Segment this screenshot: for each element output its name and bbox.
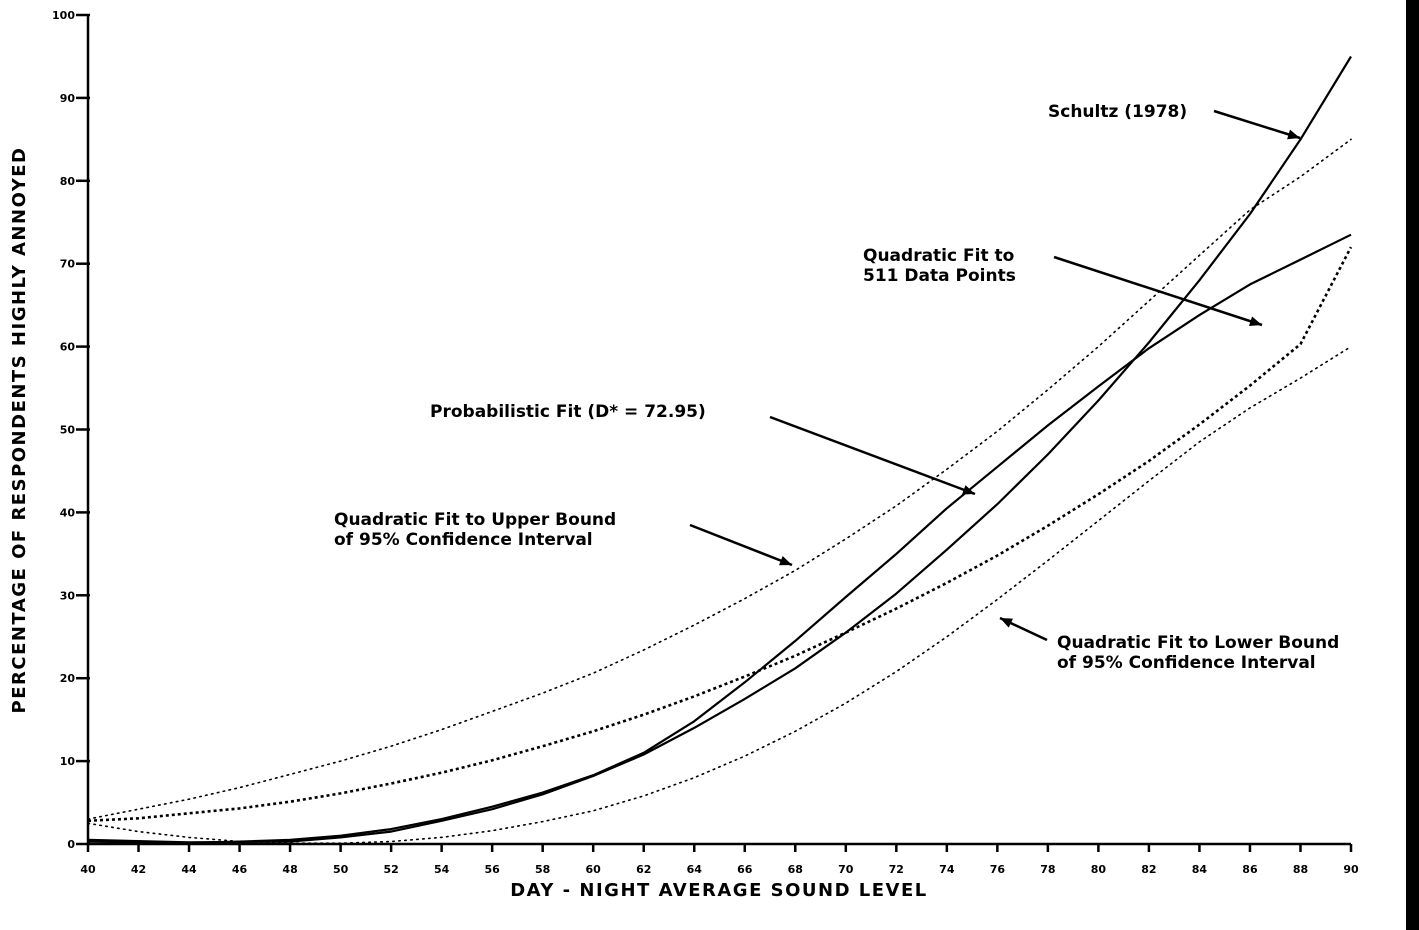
x-tick-label: 88 xyxy=(1293,863,1308,876)
annotation-text: Quadratic Fit to Lower Bound xyxy=(1057,633,1339,653)
x-tick-label: 70 xyxy=(838,863,854,876)
x-tick-label: 66 xyxy=(737,863,753,876)
y-tick-label: 90 xyxy=(60,92,76,105)
x-tick-label: 60 xyxy=(586,863,602,876)
x-tick-label: 86 xyxy=(1242,863,1258,876)
x-tick-label: 52 xyxy=(383,863,398,876)
x-tick-label: 62 xyxy=(636,863,651,876)
y-tick-label: 70 xyxy=(60,258,76,271)
x-tick-label: 84 xyxy=(1192,863,1208,876)
annotation-arrow-line xyxy=(769,415,976,496)
y-tick-label: 10 xyxy=(60,755,76,768)
y-tick-label: 100 xyxy=(52,9,75,22)
y-tick-label: 80 xyxy=(60,175,76,188)
annotation-arrow-head xyxy=(1287,129,1300,140)
scan-edge-bar xyxy=(1406,0,1419,930)
chart-series-layer xyxy=(87,55,1353,845)
annotation-arrow-head xyxy=(1249,316,1262,326)
y-tick-label: 40 xyxy=(60,506,76,519)
x-tick-label: 74 xyxy=(939,863,955,876)
annotation-text: 511 Data Points xyxy=(863,266,1016,286)
series-line-2 xyxy=(87,246,1353,823)
series-line-1 xyxy=(87,55,1352,844)
annotation-1: Schultz (1978) xyxy=(1048,102,1301,140)
x-tick-label: 82 xyxy=(1141,863,1156,876)
x-axis-title: DAY - NIGHT AVERAGE SOUND LEVEL xyxy=(510,880,928,901)
annotation-text: Quadratic Fit to xyxy=(863,246,1014,266)
annotation-text: Probabilistic Fit (D* = 72.95) xyxy=(430,402,706,422)
x-tick-label: 48 xyxy=(282,863,297,876)
annotation-arrow-line xyxy=(689,523,793,567)
y-tick-label: 60 xyxy=(60,341,76,354)
annotation-arrow-line xyxy=(1053,255,1263,327)
x-tick-label: 46 xyxy=(232,863,248,876)
y-tick-label: 30 xyxy=(60,589,76,602)
x-tick-label: 72 xyxy=(889,863,904,876)
x-tick-label: 78 xyxy=(1040,863,1055,876)
y-tick-label: 0 xyxy=(67,838,75,851)
x-tick-label: 80 xyxy=(1091,863,1107,876)
series-line-4 xyxy=(87,138,1352,820)
x-tick-label: 90 xyxy=(1343,863,1359,876)
annotation-arrow-head xyxy=(779,556,792,566)
annotation-3: Probabilistic Fit (D* = 72.95) xyxy=(430,402,976,496)
annotation-arrow-line xyxy=(1213,109,1301,140)
x-tick-label: 68 xyxy=(788,863,803,876)
annotation-text: Schultz (1978) xyxy=(1048,102,1187,122)
annotation-arrow-head xyxy=(962,485,975,495)
y-axis-title: PERCENTAGE OF RESPONDENTS HIGHLY ANNOYED xyxy=(9,147,30,714)
series-line-5 xyxy=(87,345,1352,845)
y-tick-label: 20 xyxy=(60,672,76,685)
chart-axes: 40 42 44 46 48 50 52 54 56 58 60 62 64 66 68 70 72 74 76 78… xyxy=(52,9,1359,876)
x-tick-label: 56 xyxy=(485,863,501,876)
x-tick-label: 64 xyxy=(687,863,703,876)
x-tick-label: 40 xyxy=(80,863,96,876)
y-tick-label: 50 xyxy=(60,424,76,437)
annotation-text: Quadratic Fit to Upper Bound xyxy=(334,510,616,530)
annotation-text: of 95% Confidence Interval xyxy=(1057,653,1316,673)
x-tick-label: 44 xyxy=(181,863,197,876)
annotation-arrow-head xyxy=(1000,618,1013,628)
x-tick-label: 54 xyxy=(434,863,450,876)
series-line-3 xyxy=(87,233,1352,845)
x-tick-label: 50 xyxy=(333,863,349,876)
x-tick-label: 76 xyxy=(990,863,1006,876)
annotation-text: of 95% Confidence Interval xyxy=(334,530,593,550)
x-tick-label: 58 xyxy=(535,863,550,876)
x-tick-label: 42 xyxy=(131,863,146,876)
